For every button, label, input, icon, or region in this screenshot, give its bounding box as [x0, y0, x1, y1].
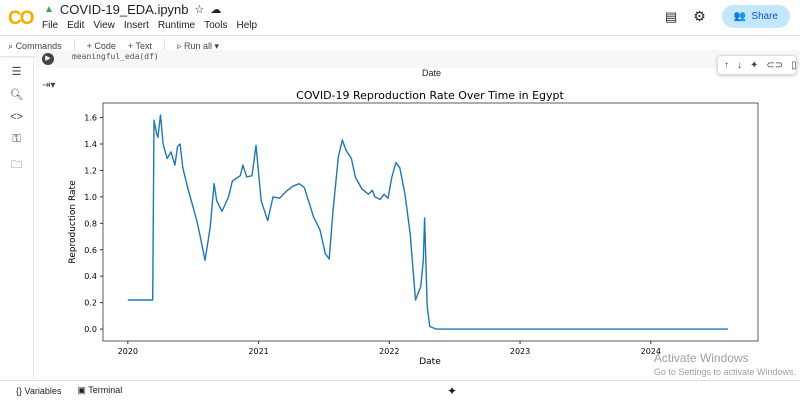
watermark-line1: Activate Windows [653, 351, 749, 365]
people-icon: 👥 [733, 11, 747, 22]
run-all-label: Run all [184, 40, 213, 51]
divider [163, 39, 165, 53]
chart-title: COVID-19 Reproduction Rate Over Time in … [296, 89, 564, 102]
run-cell-button[interactable]: ▶ [42, 53, 54, 65]
add-text-button[interactable]: + Text [127, 41, 152, 51]
arrow-up-icon[interactable]: ↑ [724, 59, 729, 71]
share-button[interactable]: 👥 Share [721, 5, 790, 28]
menu-insert[interactable]: Insert [123, 20, 149, 31]
watermark-line2: Go to Settings to activate Windows. [653, 367, 796, 377]
y-tick-label: 1.2 [84, 166, 97, 175]
add-code-button[interactable]: + Code [86, 41, 116, 51]
x-axis-label: Date [419, 357, 441, 367]
menu-view[interactable]: View [93, 20, 115, 31]
commands-button[interactable]: ⌕ Commands [8, 41, 62, 52]
menu-file[interactable]: File [42, 20, 59, 31]
notebook-title: ▲ COVID-19_EDA.ipynb ☆ ☁ [44, 2, 221, 17]
run-all-button[interactable]: ▹ Run all ▾ [176, 40, 220, 51]
variables-label: Variables [24, 385, 62, 396]
key-icon[interactable]: ⚿ [12, 133, 21, 145]
windows-watermark: Activate Windows Go to Settings to activ… [654, 351, 796, 377]
code-snippets-icon[interactable]: <> [10, 111, 23, 123]
y-tick-label: 1.6 [84, 114, 97, 123]
y-axis-label: Reproduction Rate [68, 180, 78, 264]
terminal-label: Terminal [88, 385, 123, 395]
menu-tools[interactable]: Tools [204, 20, 228, 31]
y-tick-label: 0.8 [84, 219, 97, 228]
terminal-button[interactable]: ▣ Terminal [77, 385, 123, 395]
sparkle-icon[interactable]: ✦ [750, 59, 759, 71]
y-tick-label: 0.2 [84, 299, 97, 308]
y-tick-label: 0.4 [84, 272, 97, 281]
variables-button[interactable]: {} Variables [16, 385, 62, 396]
toc-icon[interactable]: ☰ [11, 66, 22, 78]
more-icon[interactable]: ▯ [791, 59, 797, 71]
star-icon[interactable]: ☆ [194, 4, 205, 16]
reproduction-rate-line [127, 114, 728, 330]
file-name[interactable]: COVID-19_EDA.ipynb [59, 2, 189, 17]
toolbar: ⌕ Commands + Code + Text ▹ Run all ▾ [0, 35, 800, 56]
previous-chart-xlabel: Date [422, 68, 442, 78]
arrow-down-icon[interactable]: ↓ [737, 59, 742, 71]
y-tick-label: 1.0 [84, 193, 97, 202]
reproduction-rate-chart: COVID-19 Reproduction Rate Over Time in … [68, 89, 759, 367]
link-icon[interactable]: ⊂⊃ [766, 59, 784, 71]
header-actions: ▤ ⚙ 👥 Share [665, 5, 790, 28]
folder-icon[interactable]: 🗀 [11, 159, 22, 171]
menu-runtime[interactable]: Runtime [157, 20, 196, 31]
search-icon: ⌕ [8, 40, 14, 51]
y-tick-label: 0.6 [84, 246, 97, 255]
x-tick-label: 2024 [641, 347, 661, 356]
commands-label: Commands [15, 40, 62, 51]
cell-toolbar: ↑ ↓ ✦ ⊂⊃ ▯ [717, 55, 797, 75]
gemini-icon[interactable]: ✦ [447, 383, 458, 398]
share-label: Share [751, 11, 778, 22]
code-text[interactable]: meaningful_eda(df) [72, 52, 159, 61]
menu-bar: File Edit View Insert Runtime Tools Help [42, 20, 257, 31]
x-tick-label: 2021 [248, 347, 268, 356]
x-tick-label: 2023 [510, 347, 530, 356]
find-icon[interactable]: 🔍︎ [9, 89, 24, 101]
y-tick-label: 0.0 [84, 325, 97, 334]
y-tick-label: 1.4 [84, 140, 97, 149]
output-toggle-icon[interactable]: ⇥▾ [42, 80, 56, 91]
comment-icon[interactable]: ▤ [665, 8, 678, 24]
menu-edit[interactable]: Edit [67, 20, 85, 31]
left-sidebar: ☰ 🔍︎ <> ⚿ 🗀 [0, 57, 34, 380]
plot-frame [102, 102, 759, 342]
code-cell[interactable] [36, 50, 800, 68]
divider [73, 39, 75, 53]
cloud-icon[interactable]: ☁ [210, 4, 222, 16]
x-tick-label: 2020 [118, 347, 138, 356]
menu-help[interactable]: Help [236, 20, 258, 31]
gear-icon[interactable]: ⚙ [693, 8, 706, 24]
x-tick-label: 2022 [379, 347, 399, 356]
drive-icon: ▲ [44, 4, 54, 15]
colab-logo[interactable]: CO [8, 8, 34, 29]
bottom-bar: {} Variables ▣ Terminal ✦ [0, 380, 800, 400]
